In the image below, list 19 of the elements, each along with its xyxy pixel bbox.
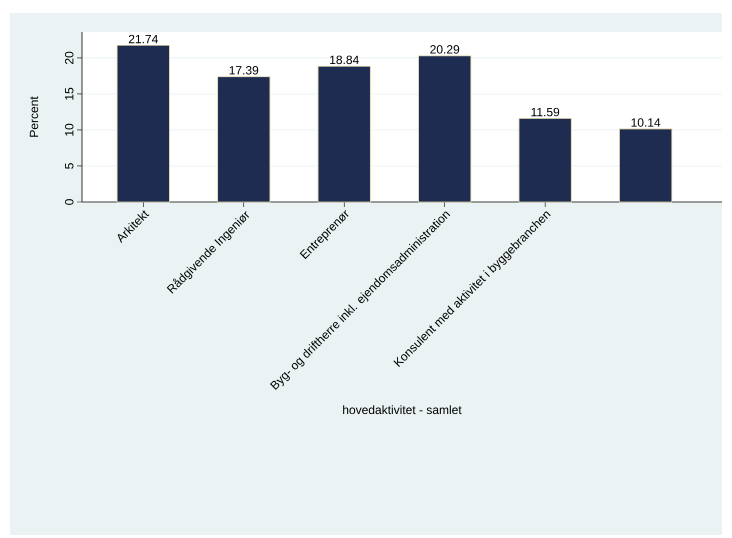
data-label: 11.59: [532, 108, 560, 116]
data-label: 21.74: [128, 34, 158, 44]
y-tick-label: 10: [64, 124, 74, 136]
y-tick-label: 20: [64, 52, 74, 64]
y-tick-label: 0: [64, 199, 74, 205]
data-label: 17.39: [230, 66, 258, 75]
bar: [116, 45, 170, 202]
bar: [318, 66, 371, 202]
x-axis-title: hovedaktivitet - samlet: [343, 405, 462, 414]
y-tick-label: 5: [65, 163, 74, 169]
y-tick-label: 15: [65, 88, 74, 100]
bar: [518, 118, 572, 202]
y-axis-title: Percent: [30, 96, 38, 137]
data-label: 20.29: [430, 45, 460, 54]
bar: [619, 128, 672, 202]
data-label: 18.84: [330, 56, 359, 64]
bar: [217, 76, 270, 202]
bar: [418, 55, 472, 202]
data-label: 10.14: [632, 118, 660, 127]
